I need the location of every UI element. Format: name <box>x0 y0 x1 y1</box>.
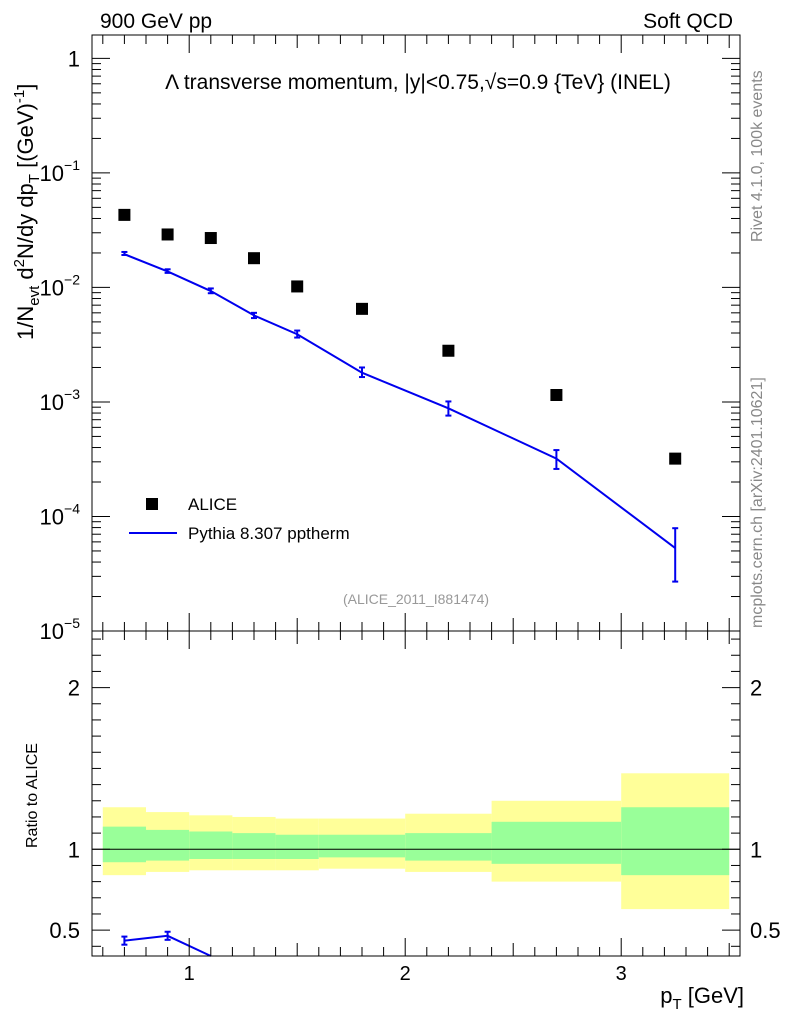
tick-base: 10 <box>40 619 64 644</box>
x-tick-label: 2 <box>400 963 411 985</box>
x-axis-label: pT [GeV] <box>660 983 744 1013</box>
main-y-axis-label: 1/Nevt d2N/dy dpT [(GeV)-1] <box>11 84 43 340</box>
tick-exponent: −1 <box>64 157 80 173</box>
alice-point <box>669 452 682 465</box>
main-y-tick-label: 10−1 <box>40 157 81 186</box>
ratio-panel: 0.5 0.5 1 1 2 2 1 2 3 Ratio to ALICE pT [GeV] <box>24 630 781 1013</box>
alice-point <box>118 208 131 221</box>
tick-base: 10 <box>40 161 64 186</box>
ratio-y-tick-label-right: 0.5 <box>750 918 781 943</box>
xlabel-sub: T <box>672 996 681 1013</box>
x-tick-label: 1 <box>184 963 195 985</box>
ratio-inner-band <box>318 834 406 858</box>
main-data <box>118 208 682 583</box>
ylabel-main-sup: 2 <box>11 259 28 267</box>
main-y-tick-label: 10−3 <box>40 386 81 415</box>
ratio-inner-band <box>275 834 319 859</box>
ratio-data <box>121 930 212 957</box>
ratio-y-tick-label-right: 1 <box>750 837 762 862</box>
ratio-inner-band <box>491 821 622 864</box>
alice-point <box>442 344 455 357</box>
ratio-y-tick-label: 1 <box>68 837 80 862</box>
legend-label-pythia: Pythia 8.307 pptherm <box>188 524 350 543</box>
tick-base: 1 <box>68 46 80 71</box>
ratio-inner-band <box>405 833 492 861</box>
alice-point <box>356 302 368 315</box>
mcplots-label: mcplots.cern.ch [arXiv:2401.10621] <box>749 377 766 628</box>
legend-marker-alice <box>146 498 158 510</box>
tick-base: 10 <box>40 275 64 300</box>
ratio-y-tick-labels: 0.5 0.5 1 1 2 2 <box>49 676 780 944</box>
legend: ALICE Pythia 8.307 pptherm <box>129 495 350 543</box>
tick-exponent: −5 <box>64 615 80 631</box>
tick-exponent: −4 <box>64 500 80 516</box>
alice-point <box>291 280 304 293</box>
tick-exponent: −2 <box>64 271 80 287</box>
alice-point <box>204 232 217 245</box>
x-tick-labels: 1 2 3 <box>184 963 627 985</box>
ylabel-prefix-sub: evt <box>26 285 43 306</box>
alice-point <box>550 388 563 401</box>
header-left: 900 GeV pp <box>100 10 212 33</box>
rivet-label: Rivet 4.1.0, 100k events <box>749 70 766 242</box>
alice-point <box>161 228 174 241</box>
tick-base: 10 <box>40 390 64 415</box>
main-y-tick-labels: 110−110−210−310−410−5 <box>40 46 81 644</box>
legend-label-alice: ALICE <box>188 495 237 514</box>
xlabel-unit: [GeV] <box>682 983 744 1008</box>
ylabel-main2: N/dy dp <box>13 183 38 259</box>
ylabel-main: d <box>13 267 38 285</box>
ratio-inner-band <box>621 807 730 876</box>
ylabel-unit-end: ] <box>13 84 38 90</box>
ratio-frame <box>91 630 741 957</box>
ratio-inner-band <box>189 831 233 859</box>
ylabel-main-sub: T <box>26 174 43 183</box>
alice-point <box>248 252 260 265</box>
ratio-bands <box>102 773 730 910</box>
main-y-tick-label: 1 <box>68 46 80 71</box>
ratio-ticks <box>92 631 740 956</box>
tick-exponent: −3 <box>64 386 80 402</box>
ratio-inner-band <box>102 826 146 863</box>
header-right: Soft QCD <box>643 10 733 33</box>
main-ticks <box>92 35 740 632</box>
main-panel: 110−110−210−310−410−5 Λ transverse momen… <box>11 34 741 644</box>
x-tick-label: 3 <box>616 963 627 985</box>
ratio-y-tick-label-right: 2 <box>750 676 762 701</box>
ylabel-unit-sup: -1 <box>11 90 28 103</box>
main-y-tick-label: 10−5 <box>40 615 81 644</box>
ylabel-prefix: 1/N <box>13 306 38 340</box>
main-title: Λ transverse momentum, |y|<0.75,√s=0.9 {… <box>165 71 671 94</box>
ratio-y-tick-label: 0.5 <box>49 918 80 943</box>
main-y-tick-label: 10−4 <box>40 500 81 529</box>
main-y-tick-label: 10−2 <box>40 271 81 300</box>
watermark: (ALICE_2011_I881474) <box>343 591 489 607</box>
tick-base: 10 <box>40 504 64 529</box>
ratio-inner-band <box>232 833 276 859</box>
ratio-inner-band <box>146 829 190 861</box>
ratio-y-tick-label: 2 <box>68 676 80 701</box>
ratio-y-axis-label: Ratio to ALICE <box>24 743 41 848</box>
ylabel-unit: [(GeV) <box>13 103 38 174</box>
xlabel-main: p <box>660 983 672 1008</box>
